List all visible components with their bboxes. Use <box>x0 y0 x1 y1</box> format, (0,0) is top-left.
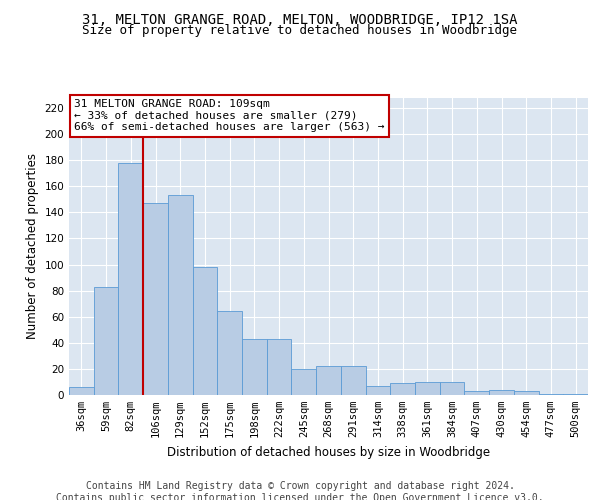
Bar <box>365 386 390 395</box>
Text: Size of property relative to detached houses in Woodbridge: Size of property relative to detached ho… <box>83 24 517 37</box>
Bar <box>94 286 118 395</box>
Bar <box>341 366 365 395</box>
Y-axis label: Number of detached properties: Number of detached properties <box>26 153 39 340</box>
Bar <box>69 387 94 395</box>
Text: Contains HM Land Registry data © Crown copyright and database right 2024.
Contai: Contains HM Land Registry data © Crown c… <box>56 481 544 500</box>
Bar <box>440 382 464 395</box>
Bar <box>267 339 292 395</box>
Bar <box>539 394 563 395</box>
Bar <box>193 267 217 395</box>
Bar <box>514 391 539 395</box>
Bar <box>143 203 168 395</box>
Bar <box>489 390 514 395</box>
Bar <box>415 382 440 395</box>
Text: 31, MELTON GRANGE ROAD, MELTON, WOODBRIDGE, IP12 1SA: 31, MELTON GRANGE ROAD, MELTON, WOODBRID… <box>82 12 518 26</box>
X-axis label: Distribution of detached houses by size in Woodbridge: Distribution of detached houses by size … <box>167 446 490 458</box>
Bar <box>168 196 193 395</box>
Bar <box>217 312 242 395</box>
Bar <box>118 162 143 395</box>
Text: 31 MELTON GRANGE ROAD: 109sqm
← 33% of detached houses are smaller (279)
66% of : 31 MELTON GRANGE ROAD: 109sqm ← 33% of d… <box>74 99 385 132</box>
Bar <box>316 366 341 395</box>
Bar <box>292 369 316 395</box>
Bar <box>563 394 588 395</box>
Bar <box>390 384 415 395</box>
Bar <box>242 339 267 395</box>
Bar <box>464 391 489 395</box>
